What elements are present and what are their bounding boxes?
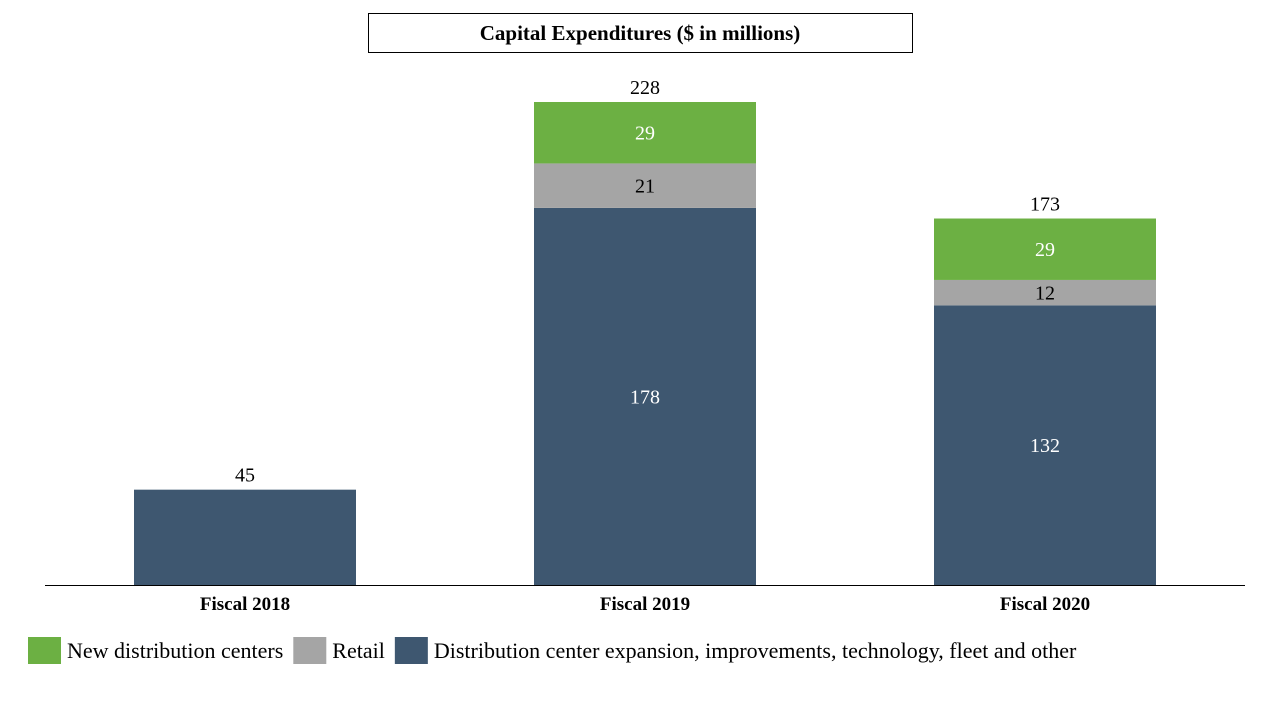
segment-label: 21: [635, 176, 655, 198]
bars: 45 178 21 29 228 132 12 29 173: [134, 77, 1156, 585]
x-tick-labels: Fiscal 2018 Fiscal 2019 Fiscal 2020: [200, 594, 1090, 615]
bar-segment: [934, 279, 1156, 306]
legend: New distribution centers Retail Distributi…: [28, 637, 1077, 664]
total-label: 45: [235, 465, 255, 487]
total-label: 173: [1030, 194, 1060, 216]
bar-segment: [534, 102, 756, 164]
legend-swatch: [28, 637, 61, 664]
bar-segment: [934, 305, 1156, 585]
bar-segment: [534, 163, 756, 208]
title-box: [368, 13, 913, 53]
legend-label: Retail: [332, 638, 385, 663]
chart-title: Capital Expenditures ($ in millions): [480, 21, 801, 45]
legend-label: Distribution center expansion, improveme…: [434, 638, 1077, 663]
x-tick-label: Fiscal 2020: [1000, 594, 1090, 615]
bar-segment: [534, 207, 756, 585]
segment-label: 132: [1030, 435, 1060, 457]
segment-label: 178: [630, 386, 660, 408]
legend-swatch: [293, 637, 327, 664]
bar-segment: [934, 218, 1156, 280]
x-tick-label: Fiscal 2018: [200, 594, 290, 615]
total-label: 228: [630, 77, 660, 99]
bar-segment: [134, 489, 356, 585]
segment-label: 29: [1035, 239, 1055, 261]
legend-swatch: [394, 637, 428, 664]
x-tick-label: Fiscal 2019: [600, 594, 690, 615]
segment-label: 29: [635, 123, 655, 145]
segment-label: 12: [1035, 283, 1055, 305]
legend-label: New distribution centers: [67, 638, 283, 663]
